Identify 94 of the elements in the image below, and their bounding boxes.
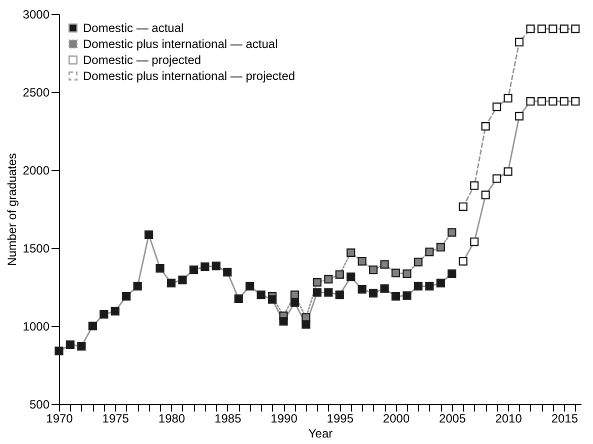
y-tick-label: 1000 (22, 320, 50, 334)
point (369, 266, 378, 274)
point (200, 262, 210, 272)
x-tick-label: 2010 (495, 412, 522, 426)
point (425, 248, 434, 256)
point (256, 290, 266, 300)
point (358, 285, 366, 294)
point (77, 342, 86, 351)
y-axis-title: Number of graduates (4, 153, 19, 266)
point (402, 291, 412, 300)
point (458, 256, 468, 266)
point (537, 24, 546, 34)
x-tick-label: 1980 (158, 412, 186, 426)
point (302, 320, 310, 329)
y-tick-label: 3000 (22, 8, 50, 22)
point (144, 230, 154, 240)
point (54, 346, 64, 356)
point (548, 24, 558, 34)
point (514, 38, 524, 46)
point (514, 112, 524, 120)
legend-label: Domestic — projected (83, 53, 202, 67)
point (448, 269, 456, 278)
point (380, 284, 389, 293)
point (335, 290, 344, 300)
point (88, 322, 97, 330)
point (548, 97, 558, 106)
point (436, 242, 445, 252)
point (166, 278, 176, 288)
point (481, 122, 490, 131)
x-tick-label: 2015 (551, 412, 578, 426)
point (178, 276, 187, 284)
point (268, 295, 277, 304)
point (571, 24, 580, 34)
x-axis-title: Year (308, 426, 333, 440)
y-tick-label: 2500 (22, 86, 50, 100)
legend-label: Domestic plus international — projected (83, 69, 296, 83)
point (380, 260, 389, 269)
point (402, 269, 412, 278)
legend-label: Domestic plus international — actual (83, 37, 278, 51)
x-tick-label: 1990 (270, 412, 298, 426)
point (504, 94, 512, 103)
y-tick-label: 500 (29, 398, 50, 412)
point (212, 262, 220, 270)
point (414, 258, 423, 266)
point (346, 272, 356, 282)
point (156, 264, 164, 273)
point (526, 24, 535, 34)
x-tick-label: 2005 (439, 412, 466, 426)
point (346, 248, 356, 257)
point (324, 274, 333, 284)
y-tick-label: 2000 (22, 164, 50, 178)
point (470, 237, 479, 246)
point (234, 294, 243, 304)
point (560, 97, 568, 106)
point (369, 288, 378, 298)
x-tick-label: 2000 (382, 412, 410, 426)
point (560, 24, 568, 34)
point (312, 278, 322, 287)
point (279, 317, 288, 326)
point (324, 288, 333, 297)
point (492, 102, 502, 112)
point (100, 310, 108, 319)
x-tick-label: 1970 (46, 412, 74, 426)
x-tick-label: 1995 (326, 412, 354, 426)
x-tick-label: 1975 (102, 412, 130, 426)
point (436, 278, 445, 288)
point (110, 306, 120, 316)
point (458, 202, 468, 211)
point (358, 256, 366, 266)
point (571, 97, 580, 106)
point (133, 282, 142, 291)
point (335, 270, 344, 279)
point (537, 97, 546, 106)
x-tick-label: 1985 (214, 412, 242, 426)
point (470, 181, 479, 190)
point (290, 290, 300, 300)
point (312, 288, 322, 297)
point (526, 97, 535, 106)
point (425, 282, 434, 291)
y-tick-label: 1500 (22, 242, 50, 256)
point (223, 268, 232, 276)
legend-label: Domestic — actual (83, 21, 184, 35)
point (414, 282, 423, 291)
point (391, 268, 400, 278)
point (290, 298, 300, 307)
point (448, 228, 456, 237)
point (189, 266, 198, 274)
point (122, 292, 131, 301)
point (246, 282, 254, 291)
point (492, 174, 502, 183)
point (66, 340, 75, 350)
point (391, 292, 400, 301)
point (504, 167, 512, 176)
point (481, 190, 490, 200)
